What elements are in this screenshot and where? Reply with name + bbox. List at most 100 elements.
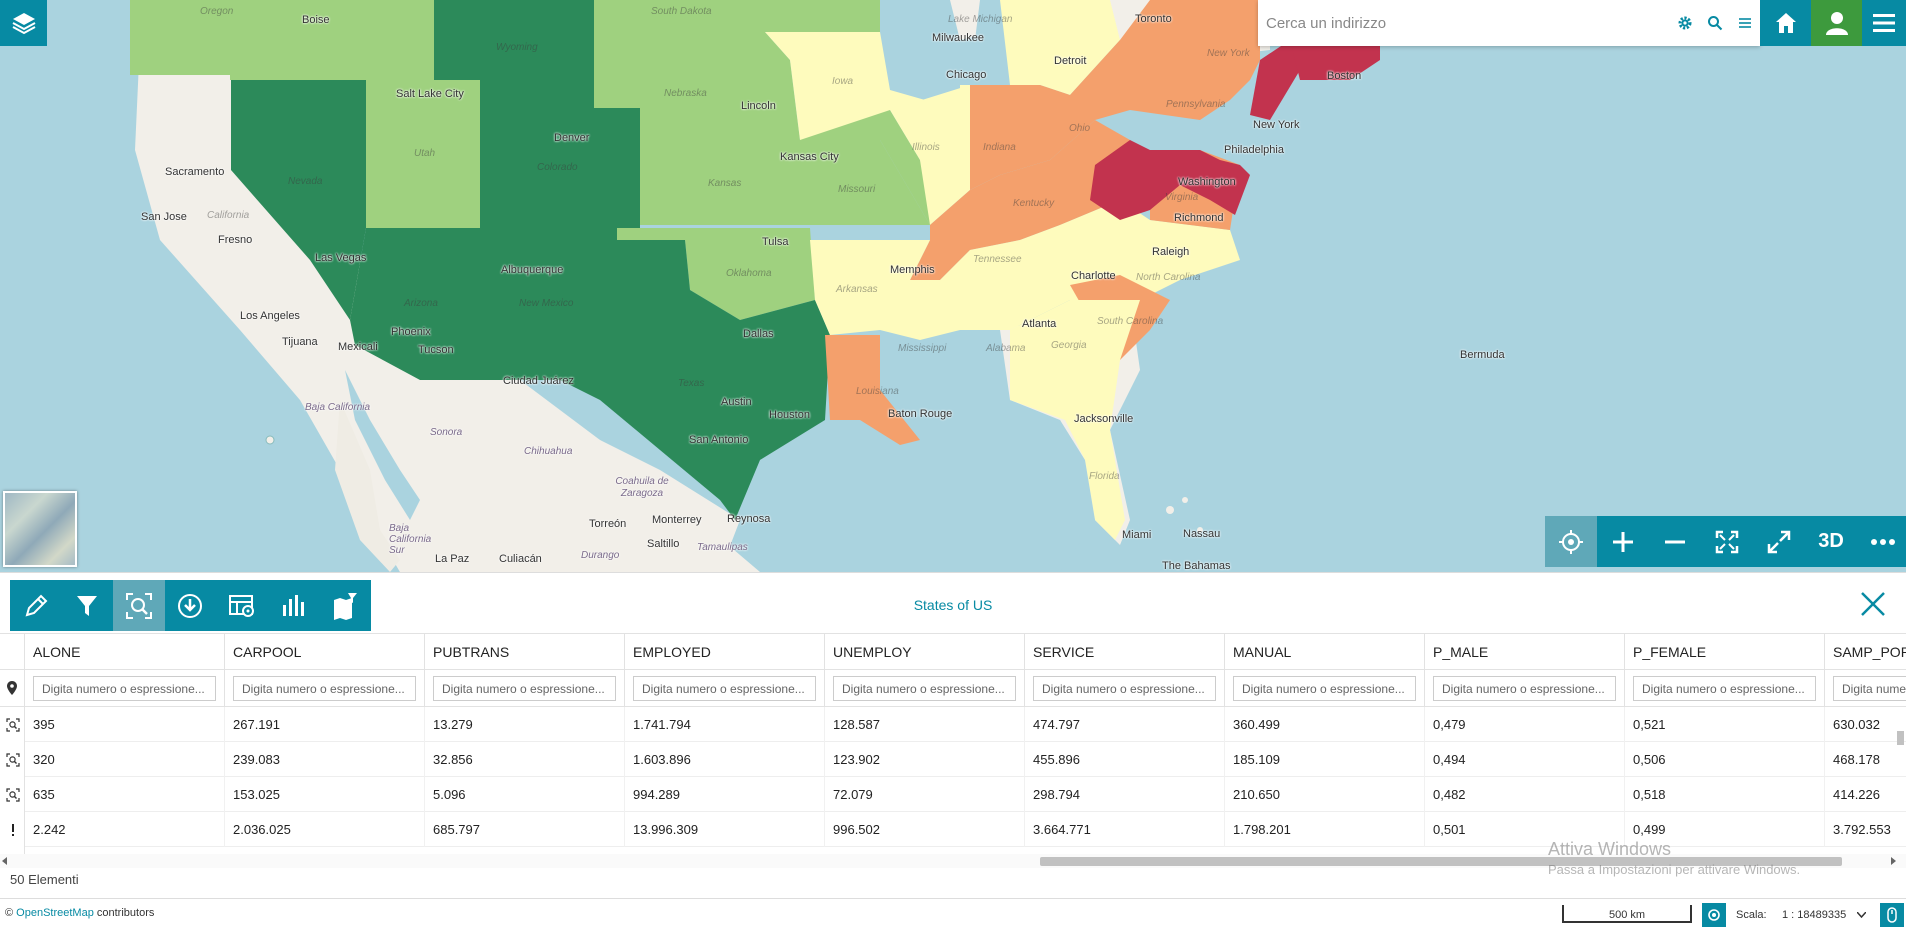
- main-menu-button[interactable]: [1862, 0, 1906, 46]
- table-cell[interactable]: 185.109: [1225, 742, 1425, 777]
- column-header[interactable]: PUBTRANS: [425, 634, 625, 670]
- table-cell[interactable]: 0,521: [1625, 707, 1825, 742]
- charts-button[interactable]: [268, 580, 320, 631]
- table-cell[interactable]: 0,501: [1425, 812, 1625, 847]
- table-cell[interactable]: 298.794: [1025, 777, 1225, 812]
- table-cell[interactable]: 153.025: [225, 777, 425, 812]
- table-cell[interactable]: 474.797: [1025, 707, 1225, 742]
- sync-map-filter-button[interactable]: [319, 580, 371, 631]
- table-cell[interactable]: 13.996.309: [625, 812, 825, 847]
- 3d-toggle-button[interactable]: 3D: [1818, 530, 1844, 552]
- table-cell[interactable]: 0,494: [1425, 742, 1625, 777]
- column-filter-input[interactable]: [1833, 676, 1906, 701]
- table-cell[interactable]: 360.499: [1225, 707, 1425, 742]
- table-cell[interactable]: 455.896: [1025, 742, 1225, 777]
- table-cell[interactable]: 1.798.201: [1225, 812, 1425, 847]
- table-cell[interactable]: 1.741.794: [625, 707, 825, 742]
- column-filter-input[interactable]: [433, 676, 616, 701]
- table-cell[interactable]: 3.792.553: [1825, 812, 1906, 847]
- table-cell[interactable]: 0,482: [1425, 777, 1625, 812]
- zoom-out-button[interactable]: [1649, 516, 1701, 567]
- column-header[interactable]: SAMP_POP: [1825, 634, 1906, 670]
- zoom-to-max-extent-button[interactable]: [1701, 516, 1753, 567]
- table-cell[interactable]: 0,506: [1625, 742, 1825, 777]
- user-button[interactable]: [1811, 0, 1862, 46]
- table-cell[interactable]: 128.587: [825, 707, 1025, 742]
- table-cell[interactable]: 123.902: [825, 742, 1025, 777]
- table-cell[interactable]: 996.502: [825, 812, 1025, 847]
- column-filter-cell: [225, 670, 425, 707]
- fullscreen-button[interactable]: [1753, 516, 1805, 567]
- column-header[interactable]: EMPLOYED: [625, 634, 825, 670]
- edit-mode-button[interactable]: [10, 580, 62, 631]
- table-cell[interactable]: 414.226: [1825, 777, 1906, 812]
- more-options-button[interactable]: [1857, 516, 1906, 567]
- scale-selector[interactable]: 1 : 18489335: [1782, 909, 1867, 921]
- table-cell[interactable]: 0,479: [1425, 707, 1625, 742]
- table-cell[interactable]: 685.797: [425, 812, 625, 847]
- table-cell[interactable]: 5.096: [425, 777, 625, 812]
- table-cell[interactable]: 320: [25, 742, 225, 777]
- row-zoom-button[interactable]: [0, 777, 25, 812]
- crs-selector-button[interactable]: [1702, 903, 1726, 927]
- horizontal-scrollbar-thumb[interactable]: [1040, 857, 1842, 866]
- column-header[interactable]: ALONE: [25, 634, 225, 670]
- table-cell[interactable]: 468.178: [1825, 742, 1906, 777]
- table-cell[interactable]: 630.032: [1825, 707, 1906, 742]
- search-menu-button[interactable]: [1730, 0, 1760, 46]
- column-filter-input[interactable]: [833, 676, 1016, 701]
- column-filter-input[interactable]: [1633, 676, 1816, 701]
- search-button[interactable]: [1700, 0, 1730, 46]
- table-cell[interactable]: 0,499: [1625, 812, 1825, 847]
- vertical-scrollbar-thumb[interactable]: [1897, 731, 1904, 745]
- table-cell[interactable]: 635: [25, 777, 225, 812]
- row-zoom-button[interactable]: [0, 742, 25, 777]
- column-header[interactable]: UNEMPLOY: [825, 634, 1025, 670]
- close-panel-button[interactable]: [1858, 589, 1888, 619]
- openstreetmap-link[interactable]: OpenStreetMap: [16, 907, 94, 919]
- column-filter-input[interactable]: [1233, 676, 1416, 701]
- table-cell[interactable]: 2.242: [25, 812, 225, 847]
- table-cell[interactable]: 32.856: [425, 742, 625, 777]
- table-cell[interactable]: 210.650: [1225, 777, 1425, 812]
- column-filter-input[interactable]: [1033, 676, 1216, 701]
- scroll-left-icon[interactable]: [1, 857, 9, 865]
- table-cell[interactable]: 0,518: [1625, 777, 1825, 812]
- table-settings-button[interactable]: [216, 580, 268, 631]
- column-filter-input[interactable]: [633, 676, 816, 701]
- column-filter-input[interactable]: [1433, 676, 1616, 701]
- column-header[interactable]: SERVICE: [1025, 634, 1225, 670]
- column-header[interactable]: MANUAL: [1225, 634, 1425, 670]
- column-header[interactable]: P_FEMALE: [1625, 634, 1825, 670]
- locate-button[interactable]: [1545, 516, 1597, 567]
- footer-toggle-button[interactable]: [1880, 903, 1904, 927]
- more-dots-icon: [1871, 538, 1895, 545]
- table-cell[interactable]: 395: [25, 707, 225, 742]
- horizontal-scrollbar[interactable]: [0, 854, 1906, 868]
- table-cell[interactable]: 2.036.025: [225, 812, 425, 847]
- address-search-input[interactable]: [1258, 0, 1670, 46]
- export-button[interactable]: [165, 580, 217, 631]
- filter-button[interactable]: [62, 580, 114, 631]
- zoom-in-button[interactable]: [1597, 516, 1649, 567]
- column-filter-input[interactable]: [233, 676, 416, 701]
- layers-button[interactable]: [0, 0, 47, 46]
- table-cell[interactable]: 239.083: [225, 742, 425, 777]
- home-button[interactable]: [1760, 0, 1811, 46]
- column-header[interactable]: P_MALE: [1425, 634, 1625, 670]
- map-view[interactable]: Boise Salt Lake City Sacramento San Jose…: [0, 0, 1906, 572]
- table-cell[interactable]: 72.079: [825, 777, 1025, 812]
- table-cell[interactable]: 267.191: [225, 707, 425, 742]
- table-cell[interactable]: 3.664.771: [1025, 812, 1225, 847]
- table-cell[interactable]: 13.279: [425, 707, 625, 742]
- background-selector-thumbnail[interactable]: [3, 491, 77, 567]
- scroll-right-icon[interactable]: [1889, 857, 1897, 865]
- row-zoom-button[interactable]: [0, 707, 25, 742]
- row-zoom-button[interactable]: [0, 812, 25, 847]
- table-cell[interactable]: 994.289: [625, 777, 825, 812]
- column-filter-input[interactable]: [33, 676, 216, 701]
- table-cell[interactable]: 1.603.896: [625, 742, 825, 777]
- search-settings-button[interactable]: [1670, 0, 1700, 46]
- column-header[interactable]: CARPOOL: [225, 634, 425, 670]
- zoom-to-features-button[interactable]: [113, 580, 165, 631]
